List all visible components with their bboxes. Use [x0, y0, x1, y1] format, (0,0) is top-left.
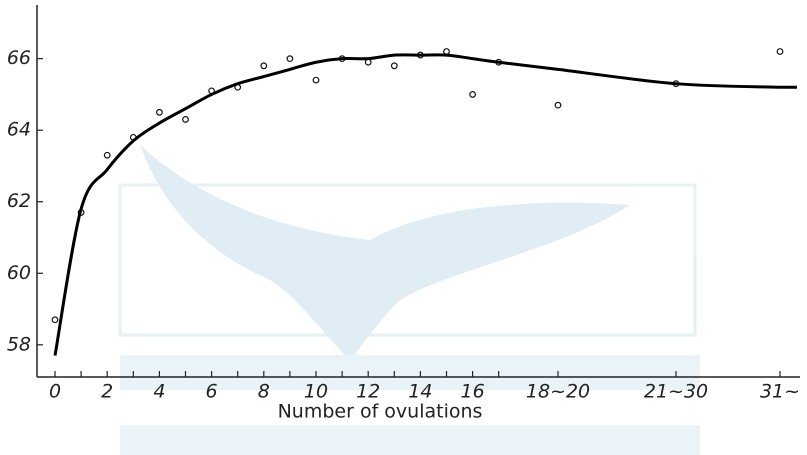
watermark: [118, 145, 700, 455]
x-tick-label: 21~30: [644, 381, 708, 403]
data-point: [390, 62, 398, 70]
x-tick-label: 14: [408, 381, 432, 403]
x-tick-label: 4: [153, 381, 165, 403]
data-point: [286, 55, 294, 63]
x-tick-label: 2: [101, 381, 113, 403]
data-point: [260, 62, 268, 70]
y-tick-label: 60: [7, 262, 31, 284]
x-axis-title: Number of ovulations: [278, 401, 483, 423]
data-point: [776, 48, 784, 55]
data-point: [312, 76, 320, 84]
x-tick-label: 16: [461, 381, 485, 403]
x-tick-label: 10: [304, 381, 328, 403]
data-point: [364, 58, 372, 66]
x-tick-label: 0: [49, 381, 61, 403]
data-point: [51, 316, 59, 324]
y-tick-label: 66: [7, 47, 31, 69]
x-tick-label: 18~20: [526, 381, 590, 403]
data-point: [443, 48, 450, 55]
fitted-curve: [53, 53, 781, 356]
data-point: [469, 91, 477, 98]
data-point: [182, 116, 189, 123]
x-tick-label: 6: [206, 381, 218, 403]
x-tick-label: 8: [258, 381, 270, 403]
y-tick-label: 58: [7, 333, 31, 355]
data-point: [554, 101, 562, 109]
y-tick-label: 62: [7, 190, 31, 212]
x-tick-label: 31~: [760, 381, 800, 403]
x-tick-label: 12: [356, 381, 380, 403]
data-point: [155, 108, 163, 116]
y-tick-label: 64: [7, 119, 31, 141]
data-point: [103, 151, 111, 159]
